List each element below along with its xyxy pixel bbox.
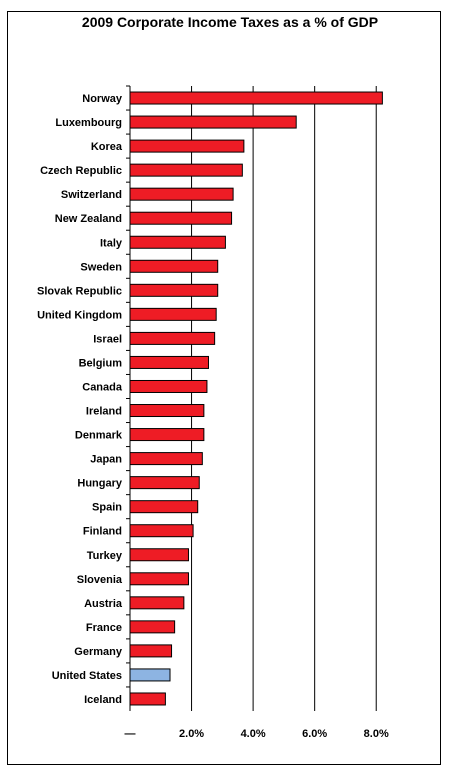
axes [126,85,131,711]
tick-labels: — 2.0% 4.0% 6.0% 8.0% [125,728,389,740]
category-label: Finland [83,526,122,538]
x-tick-label: 4.0% [241,728,266,740]
category-label: Korea [91,141,123,153]
bar [129,644,173,658]
chart-title: 2009 Corporate Income Taxes as a % of GD… [81,14,379,30]
category-label: New Zealand [55,213,122,225]
category-label: United Kingdom [37,309,122,321]
bar [129,596,185,610]
category-label: Luxembourg [55,117,122,129]
category-label: Switzerland [61,189,122,201]
bar [129,235,226,249]
bar [129,476,200,490]
x-tick-label: 2.0% [179,728,204,740]
bar [129,211,233,225]
category-label: Slovenia [77,574,123,586]
bar [129,163,243,177]
category-label: Sweden [80,261,122,273]
category-label: France [86,622,122,634]
category-label: Israel [93,333,122,345]
x-tick-label: — [125,728,136,740]
bar [129,668,171,682]
bar [129,572,189,586]
category-label: Ireland [86,406,122,418]
bar [129,548,189,562]
bar [129,404,205,418]
category-label: Germany [74,646,123,658]
category-label: Hungary [77,478,123,490]
category-label: Canada [82,381,123,393]
bar [129,524,194,538]
category-label: Czech Republic [40,165,122,177]
category-label: Slovak Republic [37,285,122,297]
x-tick-label: 6.0% [302,728,327,740]
category-label: Japan [90,454,122,466]
category-label: Norway [82,93,123,105]
bar [129,307,217,321]
bar [129,355,209,369]
bar [129,379,208,393]
bar [129,139,245,153]
bar [129,452,203,466]
x-tick-label: 8.0% [364,728,389,740]
bar [129,692,166,706]
category-label: Italy [100,237,123,249]
bar [129,331,216,345]
category-label: Denmark [75,430,123,442]
bar [129,500,199,514]
category-label: United States [52,670,122,682]
bar [129,283,219,297]
bar [129,259,219,273]
category-label: Iceland [84,694,122,706]
bars [129,91,383,706]
category-label: Austria [84,598,123,610]
bar [129,620,176,634]
category-label: Spain [92,502,122,514]
bar [129,187,234,201]
gridlines [191,86,377,711]
category-labels: Norway Luxembourg Korea Czech Republic Switz… [37,93,123,706]
chart-frame [7,11,441,765]
bar [129,91,383,105]
bar [129,428,205,442]
bar [129,115,297,129]
category-label: Belgium [79,357,123,369]
category-label: Turkey [87,550,123,562]
